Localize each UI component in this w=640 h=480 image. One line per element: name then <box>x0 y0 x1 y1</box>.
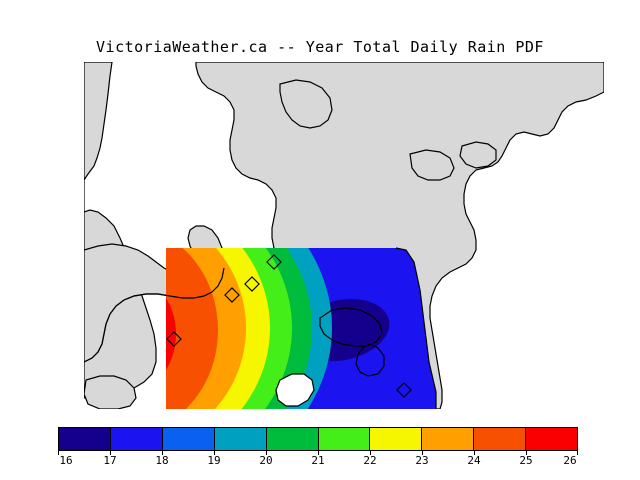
contour-band-23-24 <box>166 248 218 409</box>
colorbar-tickmark-18 <box>162 451 163 455</box>
colorbar-band-8 <box>474 428 527 450</box>
diamond-marker[interactable] <box>166 331 182 347</box>
land-northeast-isle-a <box>409 149 455 181</box>
colorbar-band-2 <box>162 428 215 450</box>
colorbar-ticklabel-22: 22 <box>363 454 377 467</box>
diamond-marker[interactable] <box>396 382 412 398</box>
colorbar-ticklabel-25: 25 <box>519 454 533 467</box>
coastline-overlay <box>84 247 437 409</box>
colorbar-ticklabel-26: 26 <box>563 454 577 467</box>
colorbar-ticks: 16 17 18 19 20 21 22 23 24 25 26 <box>58 451 578 467</box>
colorbar-tickmark-21 <box>318 451 319 455</box>
colorbar-ticklabel-20: 20 <box>259 454 273 467</box>
land-strait-islet <box>275 373 315 407</box>
colorbar-band-6 <box>370 428 423 450</box>
colorbar-band-5 <box>318 428 371 450</box>
colorbar-tickmark-23 <box>422 451 423 455</box>
diamond-marker[interactable] <box>224 287 240 303</box>
map-canvas <box>84 62 604 409</box>
colorbar-ticklabel-24: 24 <box>467 454 481 467</box>
colorbar-band-3 <box>214 428 267 450</box>
colorbar-ticklabel-16: 16 <box>59 454 73 467</box>
colorbar-band-1 <box>110 428 163 450</box>
page-title: VictoriaWeather.ca -- Year Total Daily R… <box>96 38 544 56</box>
colorbar-ticklabel-23: 23 <box>415 454 429 467</box>
coast-strait-east <box>395 247 437 409</box>
colorbar-ticklabel-17: 17 <box>103 454 117 467</box>
colorbar-ticklabel-18: 18 <box>155 454 169 467</box>
coast-southwest-lower <box>84 267 225 363</box>
colorbar-legend: 16 17 18 19 20 21 22 23 24 25 26 95th percentile o… <box>58 427 582 477</box>
lake-outline <box>319 307 385 377</box>
land-southwest-islet <box>84 375 137 409</box>
colorbar-band-0 <box>59 428 111 450</box>
contour-field <box>166 248 436 409</box>
colorbar-band-9 <box>526 428 578 450</box>
colorbar-tickmark-24 <box>474 451 475 455</box>
colorbar-ticklabel-19: 19 <box>207 454 221 467</box>
colorbar-tickmark-25 <box>526 451 527 455</box>
colorbar-tickmark-26 <box>577 451 578 455</box>
colorbar-caption: 95th percentile of daily rain (mm/day) o… <box>58 468 578 480</box>
diamond-marker[interactable] <box>266 254 282 270</box>
land-northeast-isle-b <box>459 141 497 169</box>
colorbar-tickmark-17 <box>110 451 111 455</box>
colorbar-tickmark-20 <box>266 451 267 455</box>
land-north-peninsula <box>279 79 333 129</box>
diamond-marker[interactable] <box>244 276 260 292</box>
colorbar-bands[interactable] <box>58 427 578 451</box>
colorbar-ticklabel-21: 21 <box>311 454 325 467</box>
colorbar-tickmark-19 <box>214 451 215 455</box>
colorbar-band-4 <box>266 428 319 450</box>
map-panel <box>84 62 604 409</box>
station-markers <box>166 254 412 398</box>
colorbar-band-7 <box>422 428 475 450</box>
colorbar-tickmark-22 <box>370 451 371 455</box>
colorbar-tickmark-16 <box>58 451 59 455</box>
